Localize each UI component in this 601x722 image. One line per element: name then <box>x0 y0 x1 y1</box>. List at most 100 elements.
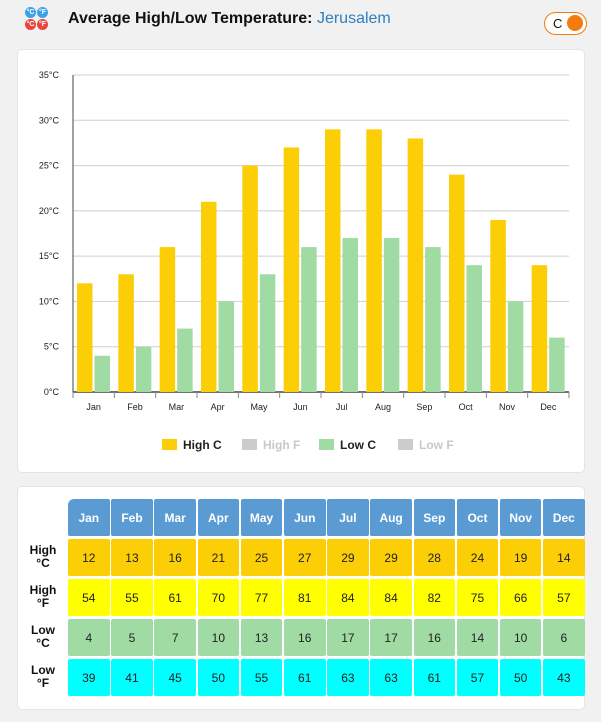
x-tick-label: Sep <box>416 402 432 412</box>
table-cell: 25 <box>240 539 283 576</box>
table-cell: 7 <box>154 619 196 656</box>
table-header-jul: Jul <box>327 499 369 536</box>
table-cell: 39 <box>68 659 110 696</box>
bar-low-c <box>383 238 400 392</box>
y-tick-label: 5°C <box>44 342 60 352</box>
bar-high-c <box>490 219 506 392</box>
page-header: °C °F °C °F Average High/Low Temperature… <box>0 0 601 40</box>
table-cell: 17 <box>327 619 369 656</box>
logo-dot-fahrenheit-red-icon: °F <box>37 19 48 30</box>
table-cell: 55 <box>111 579 153 616</box>
temperature-units-logo-icon: °C °F °C °F <box>24 7 50 31</box>
bar-high-c <box>118 274 134 392</box>
y-tick-label: 10°C <box>39 296 60 306</box>
logo-dot-celsius-icon: °C <box>25 7 36 18</box>
chart-panel: 0°C 5°C 10°C 15°C 20°C 25°C 30°C 35°C Jan Feb Mar A… <box>17 49 585 473</box>
legend-item-low-c[interactable]: Low C <box>340 438 376 452</box>
page-title: Average High/Low Temperature: Jerusalem <box>68 10 391 28</box>
bar-low-c <box>507 301 524 392</box>
bar-high-c <box>531 265 548 392</box>
table-cell: 54 <box>68 579 110 616</box>
table-cell: 16 <box>413 619 456 656</box>
city-name-link[interactable]: Jerusalem <box>316 10 391 27</box>
row-label-type: Low <box>31 623 55 637</box>
bar-low-c <box>425 247 441 392</box>
table-header-oct: Oct <box>456 499 499 536</box>
bar-low-c <box>177 328 193 392</box>
table-cell: 4 <box>68 619 110 656</box>
table-cell: 13 <box>111 539 153 576</box>
logo-dot-celsius-red-icon: °C <box>25 19 36 30</box>
table-cell: 41 <box>111 659 153 696</box>
table-cell: 16 <box>154 539 196 576</box>
legend-item-low-f[interactable]: Low F <box>419 438 454 452</box>
table-cell: 21 <box>197 539 240 576</box>
x-tick-label: Oct <box>459 402 474 412</box>
table-cell: 28 <box>413 539 456 576</box>
table-cell: 70 <box>197 579 240 616</box>
table-cell: 77 <box>240 579 283 616</box>
row-label-unit: °F <box>36 596 50 610</box>
table-cell: 61 <box>283 659 326 696</box>
row-label-unit: °C <box>36 636 50 650</box>
legend-swatch-low-f <box>398 439 413 450</box>
bar-high-c <box>407 138 424 392</box>
table-cell: 84 <box>327 579 369 616</box>
table-cell: 57 <box>456 659 499 696</box>
table-cell: 12 <box>68 539 110 576</box>
table-header-sep: Sep <box>413 499 456 536</box>
table-cell: 19 <box>499 539 542 576</box>
temperature-table-panel: High °C High °F Low °C Low °F Jan Feb Mar Apr May Ju… <box>17 486 585 710</box>
table-cell: 75 <box>456 579 499 616</box>
y-tick-label: 35°C <box>39 70 60 80</box>
table-cell: 24 <box>456 539 499 576</box>
y-tick-label: 25°C <box>39 161 60 171</box>
table-header-feb: Feb <box>111 499 153 536</box>
table-cell: 6 <box>543 619 585 656</box>
table-cell: 45 <box>154 659 196 696</box>
row-label-unit: °C <box>36 556 50 570</box>
table-header-nov: Nov <box>499 499 542 536</box>
bar-low-c <box>301 247 317 392</box>
y-tick-label: 30°C <box>39 115 60 125</box>
bar-high-c <box>201 201 217 392</box>
x-tick-label: Jan <box>86 402 101 412</box>
table-header-mar: Mar <box>154 499 196 536</box>
table-cell: 29 <box>327 539 369 576</box>
bar-high-c <box>449 174 465 392</box>
x-tick-label: May <box>250 402 268 412</box>
table-cell: 50 <box>499 659 542 696</box>
bar-high-c <box>283 147 300 392</box>
y-tick-label: 20°C <box>39 206 60 216</box>
table-header-dec: Dec <box>543 499 585 536</box>
x-tick-label: Nov <box>499 402 516 412</box>
table-cell: 13 <box>240 619 283 656</box>
table-cell: 10 <box>499 619 542 656</box>
table-cell: 16 <box>283 619 326 656</box>
bar-high-c <box>325 129 341 392</box>
table-cell: 84 <box>370 579 412 616</box>
legend-swatch-high-f <box>242 439 257 450</box>
table-header-may: May <box>240 499 283 536</box>
row-label-type: High <box>29 543 57 557</box>
table-cell: 14 <box>456 619 499 656</box>
bar-low-c <box>218 301 234 392</box>
bar-high-c <box>242 165 258 392</box>
bar-high-c <box>77 283 93 392</box>
bar-low-c <box>259 274 276 392</box>
legend-swatch-low-c <box>319 439 334 450</box>
legend-item-high-c[interactable]: High C <box>183 438 222 452</box>
legend-item-high-f[interactable]: High F <box>263 438 300 452</box>
table-row-label: High °C <box>22 544 64 570</box>
table-row-label: Low °C <box>22 624 64 650</box>
table-header-jun: Jun <box>283 499 326 536</box>
table-row-label: High °F <box>22 584 64 610</box>
y-tick-label: 15°C <box>39 251 60 261</box>
table-cell: 57 <box>543 579 585 616</box>
toggle-knob-icon <box>567 15 583 31</box>
bar-high-c <box>366 129 382 392</box>
table-cell: 29 <box>370 539 412 576</box>
unit-toggle[interactable]: C <box>544 12 587 35</box>
x-tick-label: Aug <box>375 402 391 412</box>
bar-low-c <box>94 355 110 392</box>
